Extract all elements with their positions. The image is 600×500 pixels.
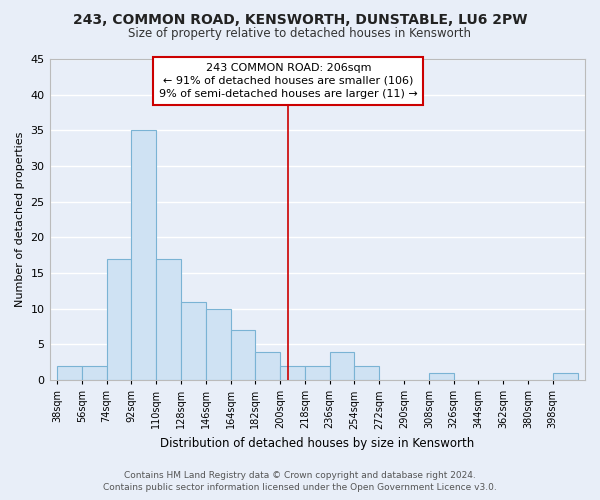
Bar bbox=[305, 366, 329, 380]
Text: 243, COMMON ROAD, KENSWORTH, DUNSTABLE, LU6 2PW: 243, COMMON ROAD, KENSWORTH, DUNSTABLE, … bbox=[73, 12, 527, 26]
Bar bbox=[131, 130, 156, 380]
Text: Contains HM Land Registry data © Crown copyright and database right 2024.
Contai: Contains HM Land Registry data © Crown c… bbox=[103, 471, 497, 492]
Bar bbox=[230, 330, 255, 380]
Bar bbox=[156, 259, 181, 380]
X-axis label: Distribution of detached houses by size in Kensworth: Distribution of detached houses by size … bbox=[160, 437, 475, 450]
Bar bbox=[355, 366, 379, 380]
Bar bbox=[429, 373, 454, 380]
Bar bbox=[181, 302, 206, 380]
Bar bbox=[553, 373, 578, 380]
Bar bbox=[280, 366, 305, 380]
Bar bbox=[107, 259, 131, 380]
Text: Size of property relative to detached houses in Kensworth: Size of property relative to detached ho… bbox=[128, 28, 472, 40]
Y-axis label: Number of detached properties: Number of detached properties bbox=[15, 132, 25, 308]
Bar bbox=[255, 352, 280, 380]
Bar bbox=[206, 309, 230, 380]
Bar bbox=[82, 366, 107, 380]
Bar bbox=[329, 352, 355, 380]
Text: 243 COMMON ROAD: 206sqm
← 91% of detached houses are smaller (106)
9% of semi-de: 243 COMMON ROAD: 206sqm ← 91% of detache… bbox=[159, 62, 418, 99]
Bar bbox=[57, 366, 82, 380]
